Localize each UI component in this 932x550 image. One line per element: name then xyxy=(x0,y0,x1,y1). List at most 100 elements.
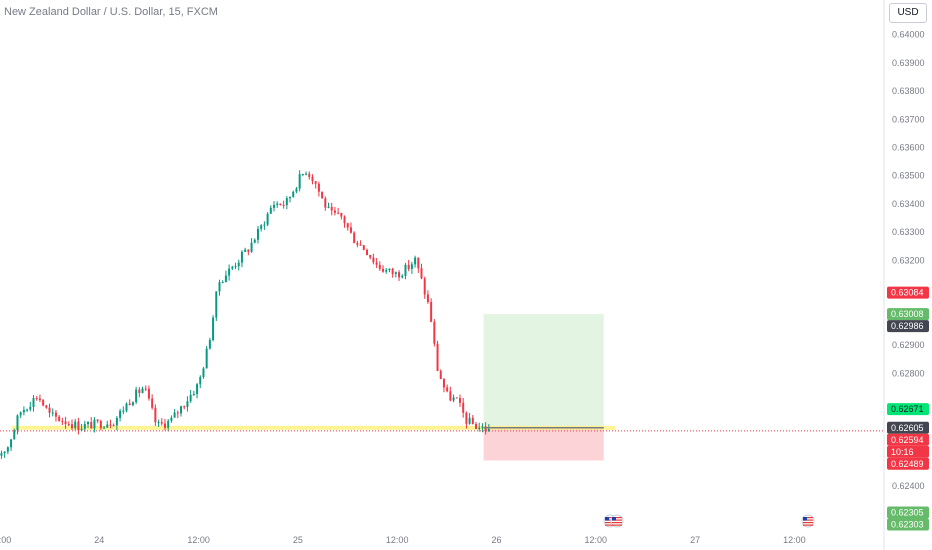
price-label-text: 0.63008 xyxy=(891,309,924,319)
flag-stripe xyxy=(803,519,813,521)
time-tick-label: 24 xyxy=(94,535,104,545)
candle-body xyxy=(16,415,19,431)
candle-body xyxy=(337,212,340,214)
candle-body xyxy=(135,389,138,403)
candle-body xyxy=(141,388,144,394)
time-tick-label: 26 xyxy=(491,535,501,545)
time-tick-label: 12:00 xyxy=(0,535,11,545)
candle-body xyxy=(29,406,32,410)
flag-stripe xyxy=(612,522,622,524)
candle-body xyxy=(446,387,449,392)
price-label-box xyxy=(887,457,929,470)
candle-body xyxy=(481,426,484,428)
flag-stripe xyxy=(803,517,813,519)
candle-body xyxy=(442,379,445,388)
price-tick-label: 0.64000 xyxy=(892,30,925,40)
candle-body xyxy=(308,173,311,177)
candle-body xyxy=(391,268,394,274)
candle-body xyxy=(356,243,359,245)
flag-stripe xyxy=(803,524,813,526)
candle-body xyxy=(215,291,218,318)
candle-body xyxy=(163,423,166,428)
candle-body xyxy=(0,453,3,456)
us-flag-icon xyxy=(610,514,624,528)
candle-body xyxy=(385,269,388,272)
candle-body xyxy=(119,410,122,418)
candle-body xyxy=(244,249,247,252)
candle-body xyxy=(138,389,141,394)
candle-body xyxy=(324,198,327,208)
candle-body xyxy=(240,251,243,263)
candle-body xyxy=(128,403,131,406)
candle-body xyxy=(196,384,199,394)
candle-body xyxy=(109,424,112,426)
price-axis[interactable]: 0.64000 0.63900 0.63800 0.63700 0.63600 0.635… xyxy=(892,30,925,492)
candle-body xyxy=(250,242,253,252)
candle-body xyxy=(359,244,362,246)
price-tick-label: 0.63300 xyxy=(892,227,925,237)
candle-body xyxy=(26,409,29,411)
candle-body xyxy=(340,212,343,217)
candle-body xyxy=(19,412,22,416)
candle-body xyxy=(260,225,263,229)
entry-highlight-band xyxy=(11,425,616,430)
candle-body xyxy=(106,424,109,428)
price-label-box xyxy=(887,320,929,333)
position-zones[interactable] xyxy=(483,314,604,461)
candle-body xyxy=(42,400,45,406)
price-label-box xyxy=(887,421,929,434)
position-lines xyxy=(0,427,884,432)
event-flags[interactable] xyxy=(603,514,815,528)
candle-body xyxy=(45,405,48,408)
profit-zone xyxy=(483,314,604,428)
candle-body xyxy=(173,412,176,418)
flag-stripe xyxy=(612,519,622,521)
candle-body xyxy=(154,407,157,423)
candle-body xyxy=(221,282,224,284)
candle-body xyxy=(122,410,125,412)
candle-body xyxy=(96,419,99,421)
candle-body xyxy=(471,417,474,425)
candle-body xyxy=(70,424,73,429)
candle-body xyxy=(103,427,106,429)
price-label-text: 0.62605 xyxy=(891,423,924,433)
flag-stripe xyxy=(605,524,615,526)
candle-body xyxy=(228,268,231,276)
candle-body xyxy=(433,321,436,344)
candle-body xyxy=(170,417,173,421)
candle-body xyxy=(192,393,195,395)
candle-body xyxy=(115,417,118,426)
candle-body xyxy=(321,191,324,199)
price-label-text: 0.62594 xyxy=(891,435,924,445)
currency-button[interactable]: USD xyxy=(889,3,927,23)
candle-body xyxy=(439,370,442,380)
price-label-box xyxy=(887,433,929,446)
candle-body xyxy=(289,196,292,199)
time-tick-label: 12:00 xyxy=(783,535,806,545)
candle-body xyxy=(372,257,375,263)
candle-body xyxy=(458,398,461,403)
candle-body xyxy=(167,420,170,428)
time-tick-label: 25 xyxy=(293,535,303,545)
candle-body xyxy=(468,417,471,424)
candle-body xyxy=(305,173,308,175)
candle-body xyxy=(38,398,41,401)
candle-body xyxy=(420,268,423,279)
flag-stripe xyxy=(605,517,615,519)
price-labels: 0.63084 0.63008 0.62986 0.62671 0.62605 0.625… xyxy=(887,286,929,531)
candle-body xyxy=(314,181,317,184)
candle-body xyxy=(394,272,397,274)
candle-body xyxy=(378,264,381,269)
candle-body xyxy=(417,257,420,269)
candle-body xyxy=(298,174,301,189)
candle-body xyxy=(234,266,237,268)
time-axis[interactable]: 12:00 24 12:00 25 12:00 26 12:00 27 12:00 xyxy=(0,535,806,545)
price-tick-label: 0.63900 xyxy=(892,58,925,68)
candle-body xyxy=(327,206,330,208)
candle-body xyxy=(282,205,285,207)
candle-body xyxy=(449,391,452,401)
candle-body xyxy=(231,266,234,269)
candle-body xyxy=(311,176,314,182)
candle-body xyxy=(51,412,54,414)
